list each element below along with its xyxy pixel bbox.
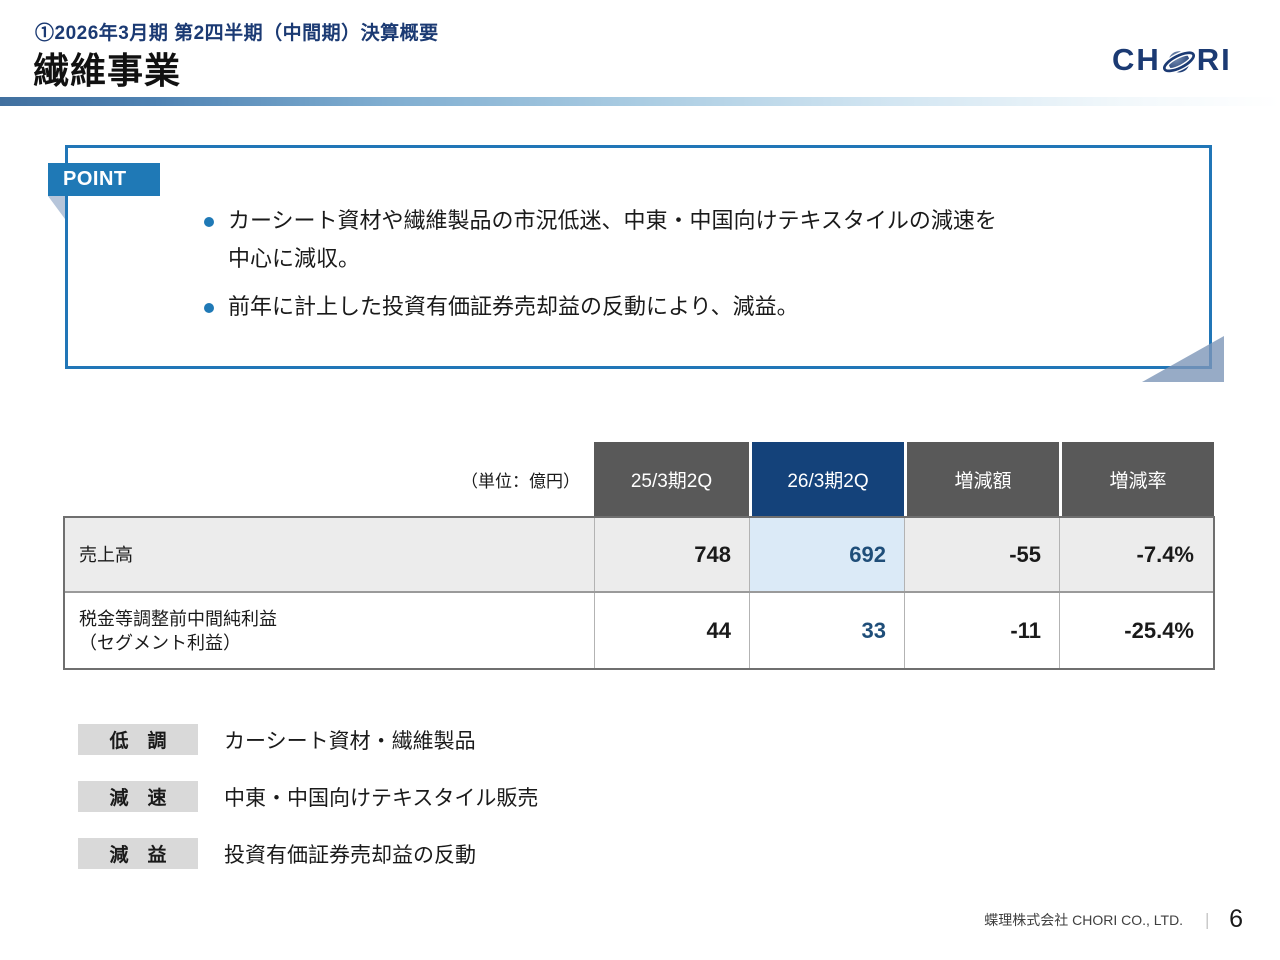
highlight-text: 中東・中国向けテキスタイル販売 [224, 786, 539, 810]
revenue-change-amount: -55 [904, 518, 1059, 591]
point-bullet-2: 前年に計上した投資有価証券売却益の反動により、減益。 [196, 288, 1176, 326]
page-title: 繊維事業 [33, 50, 182, 91]
highlight-row-sluggish: 低 調 カーシート資材・繊維製品 [78, 724, 538, 755]
point-bullet-1: カーシート資材や繊維製品の市況低迷、中東・中国向けテキスタイルの減速を 中心に減… [196, 202, 1176, 278]
row-label: 売上高 [79, 544, 133, 565]
footer-separator: ｜ [1199, 913, 1216, 931]
table-row-revenue: 売上高 748 692 -55 -7.4% [65, 518, 1213, 591]
header-divider-bar [0, 97, 1280, 106]
point-label: POINT [48, 163, 160, 196]
profit-current-value: 33 [749, 593, 904, 668]
revenue-current-value: 692 [749, 518, 904, 591]
revenue-change-rate: -7.4% [1059, 518, 1212, 591]
highlight-row-profit-decline: 減 益 投資有価証券売却益の反動 [78, 838, 538, 869]
profit-change-amount: -11 [904, 593, 1059, 668]
table-header-row: （単位：億円） 25/3期2Q 26/3期2Q 増減額 増減率 [63, 442, 1215, 516]
unit-label: （単位：億円） [461, 471, 580, 491]
chori-logo: CH RI [1112, 42, 1232, 78]
highlight-text: 投資有価証券売却益の反動 [224, 843, 476, 867]
column-header-current-period: 26/3期2Q [749, 442, 904, 516]
point-bullet-1-text: カーシート資材や繊維製品の市況低迷、中東・中国向けテキスタイルの減速を 中心に減… [228, 208, 997, 271]
badge-sluggish: 低 調 [78, 724, 198, 755]
logo-text-right: RI [1196, 42, 1232, 77]
bullet-dot-icon [204, 303, 214, 313]
logo-text-left: CH [1112, 42, 1161, 77]
highlight-row-slowdown: 減 速 中東・中国向けテキスタイル販売 [78, 781, 538, 812]
table-body: 売上高 748 692 -55 -7.4% 税金等調整前中間純利益 （セグメント… [63, 516, 1215, 670]
point-tab-fold-triangle [48, 196, 65, 219]
financial-results-table: （単位：億円） 25/3期2Q 26/3期2Q 増減額 増減率 売上高 748 … [63, 442, 1215, 670]
table-row-profit: 税金等調整前中間純利益 （セグメント利益） 44 33 -11 -25.4% [65, 591, 1213, 668]
highlight-text: カーシート資材・繊維製品 [224, 729, 476, 753]
page-number: 6 [1229, 905, 1243, 933]
row-label: 税金等調整前中間純利益 （セグメント利益） [79, 608, 277, 653]
column-header-change-amount: 増減額 [904, 442, 1059, 516]
point-bullet-2-text: 前年に計上した投資有価証券売却益の反動により、減益。 [228, 294, 799, 319]
section-kicker: ①2026年3月期 第2四半期（中間期）決算概要 [35, 23, 439, 44]
point-bullet-list: カーシート資材や繊維製品の市況低迷、中東・中国向けテキスタイルの減速を 中心に減… [196, 202, 1176, 336]
badge-slowdown: 減 速 [78, 781, 198, 812]
badge-profit-decline: 減 益 [78, 838, 198, 869]
globe-icon [1161, 42, 1197, 78]
footer: 蝶理株式会社 CHORI CO., LTD. ｜ 6 [984, 905, 1243, 934]
profit-change-rate: -25.4% [1059, 593, 1212, 668]
bullet-dot-icon [204, 217, 214, 227]
highlight-list: 低 調 カーシート資材・繊維製品 減 速 中東・中国向けテキスタイル販売 減 益… [78, 724, 538, 895]
column-header-prior-period: 25/3期2Q [594, 442, 749, 516]
footer-company-name: 蝶理株式会社 CHORI CO., LTD. [984, 911, 1184, 928]
revenue-prior-value: 748 [594, 518, 749, 591]
profit-prior-value: 44 [594, 593, 749, 668]
point-box [65, 145, 1212, 369]
corner-triangle-decoration [1142, 336, 1224, 382]
column-header-change-rate: 増減率 [1059, 442, 1214, 516]
